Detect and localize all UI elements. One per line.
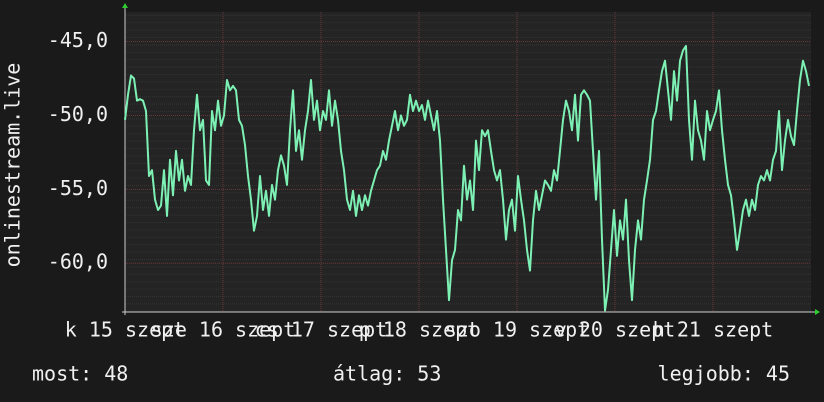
x-tick-label: h 21 szept: [653, 318, 773, 342]
x-tick-label: p 18 szept: [359, 318, 479, 342]
x-tick-label: cs 17 szept: [255, 318, 387, 342]
footer-average: átlag: 53: [333, 362, 441, 386]
x-tick-label: szo 19 szept: [445, 318, 590, 342]
footer-best: legjobb: 45: [658, 362, 790, 386]
y-tick-label: -50,0: [48, 102, 108, 126]
y-axis-arrow: [122, 3, 128, 8]
x-axis-arrow: [815, 309, 820, 315]
x-tick-label: v 20 szept: [555, 318, 675, 342]
y-tick-label: -45,0: [48, 28, 108, 52]
series-line: [124, 44, 810, 312]
minor-grid: [125, 12, 811, 312]
x-tick-label: sze 16 szept: [151, 318, 296, 342]
y-tick-label: -55,0: [48, 176, 108, 200]
y-axis-label: onlinestream.live: [1, 63, 25, 268]
y-tick-label: -60,0: [48, 250, 108, 274]
x-tick-label: k 15 szept: [65, 318, 185, 342]
footer-current: most: 48: [32, 362, 128, 386]
